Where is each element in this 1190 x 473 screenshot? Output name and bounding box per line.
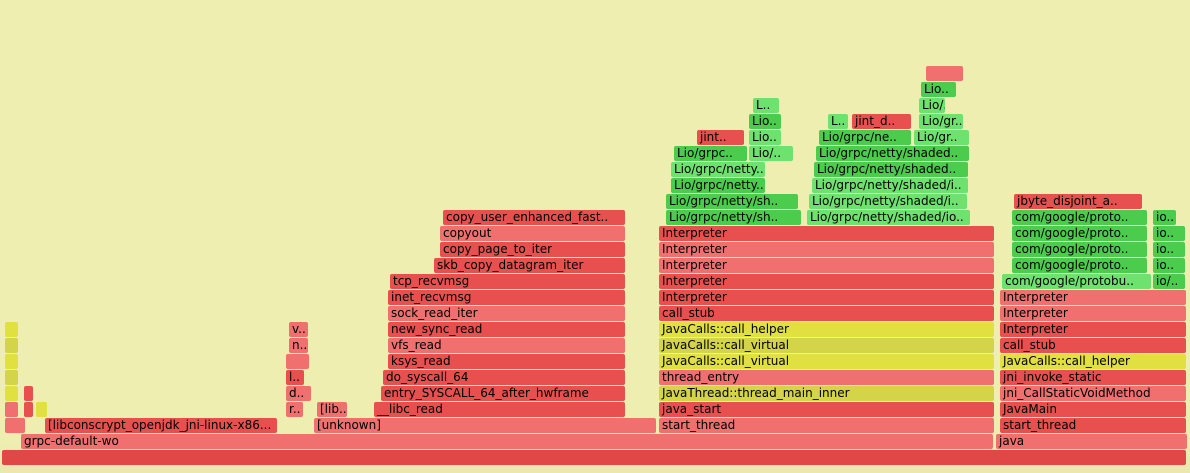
flame-frame[interactable]: Lio/grpc/netty.. [671,162,765,177]
flame-frame[interactable]: r.. [286,402,303,417]
flame-frame[interactable]: [lib.. [317,402,347,417]
flame-frame[interactable] [5,370,18,385]
flame-frame[interactable]: io.. [1153,226,1185,241]
flame-frame[interactable]: Lio/gr.. [919,114,963,129]
flame-frame[interactable]: Interpreter [659,290,994,305]
flame-frame[interactable]: java_start [659,402,994,417]
flame-frame[interactable] [5,338,18,353]
flame-frame[interactable] [5,322,18,337]
flame-frame[interactable] [926,66,963,81]
flame-frame[interactable]: Lio/grpc/netty/shaded.. [814,162,968,177]
flame-frame[interactable]: ksys_read [388,354,625,369]
flame-frame[interactable]: com/google/proto.. [1012,210,1147,225]
flame-frame[interactable]: JavaCalls::call_virtual [659,338,994,353]
flame-frame[interactable] [36,402,47,417]
flame-frame[interactable]: Lio/.. [749,146,793,161]
flame-frame[interactable]: Lio.. [921,82,956,97]
flame-frame[interactable]: Lio/gr.. [914,130,969,145]
flame-frame[interactable]: Interpreter [659,274,994,289]
flame-frame[interactable] [5,354,18,369]
flame-frame[interactable]: l.. [286,370,304,385]
flame-frame[interactable]: __libc_read [374,402,625,417]
flame-frame[interactable]: L.. [828,114,848,129]
flame-frame[interactable]: jint_d.. [852,114,911,129]
flame-frame[interactable]: Interpreter [1000,306,1186,321]
flame-frame[interactable]: JavaCalls::call_helper [659,322,994,337]
flame-frame[interactable]: Lio/grpc/netty/shaded/io.. [807,210,970,225]
flame-frame[interactable]: Lio.. [749,114,781,129]
flame-frame[interactable]: sock_read_iter [388,306,625,321]
flame-frame[interactable]: grpc-default-wo [21,434,993,449]
flame-frame[interactable]: Interpreter [659,242,994,257]
flame-frame[interactable]: io.. [1153,258,1185,273]
flame-frame[interactable]: io/.. [1153,274,1185,289]
flame-frame[interactable]: inet_recvmsg [388,290,625,305]
flame-frame[interactable]: com/google/proto.. [1012,242,1147,257]
flame-frame[interactable]: skb_copy_datagram_iter [434,258,625,273]
flame-frame[interactable]: Interpreter [1000,322,1186,337]
flame-frame[interactable]: Lio.. [749,130,781,145]
flame-frame[interactable]: thread_entry [659,370,994,385]
flame-frame[interactable]: Lio/.. [919,98,945,113]
flame-frame[interactable]: n.. [289,338,308,353]
flame-frame[interactable]: Lio/grpc/netty/sh.. [666,194,798,209]
flame-frame[interactable]: do_syscall_64 [383,370,625,385]
flame-frame[interactable]: io.. [1153,242,1185,257]
flame-frame[interactable]: entry_SYSCALL_64_after_hwframe [381,386,625,401]
flame-frame[interactable] [5,386,18,401]
flame-frame[interactable]: JavaMain [1000,402,1186,417]
flame-frame[interactable]: com/google/proto.. [1012,258,1147,273]
flame-frame[interactable]: io.. [1153,210,1176,225]
flame-frame[interactable] [286,354,309,369]
flame-frame[interactable] [24,402,33,417]
flame-frame[interactable]: Interpreter [659,226,994,241]
flame-frame[interactable]: copy_page_to_iter [440,242,625,257]
flame-frame[interactable] [2,450,1186,465]
flame-frame[interactable]: [unknown] [314,418,656,433]
flame-frame[interactable]: call_stub [659,306,994,321]
flame-frame[interactable]: new_sync_read [388,322,625,337]
flame-frame[interactable]: copyout [440,226,625,241]
flame-frame[interactable]: call_stub [1000,338,1186,353]
flame-frame[interactable]: [libconscrypt_openjdk_jni-linux-x86... [45,418,277,433]
flame-frame[interactable]: JavaCalls::call_helper [1000,354,1186,369]
flame-frame[interactable]: Lio/grpc.. [674,146,747,161]
flame-frame[interactable]: vfs_read [388,338,625,353]
flame-frame[interactable]: com/google/proto.. [1012,226,1147,241]
flame-frame[interactable]: JavaThread::thread_main_inner [659,386,994,401]
flame-frame[interactable]: Interpreter [1000,290,1186,305]
flame-frame[interactable]: Lio/grpc/netty/shaded.. [816,146,969,161]
flame-frame[interactable]: v.. [289,322,308,337]
flame-frame[interactable]: L.. [753,98,779,113]
flame-frame[interactable]: Lio/grpc/netty/shaded/i.. [809,194,967,209]
flame-frame[interactable]: jni_invoke_static [1000,370,1186,385]
flame-frame[interactable]: start_thread [659,418,994,433]
flame-frame[interactable]: com/google/protobu.. [1002,274,1151,289]
flame-frame[interactable]: Interpreter [659,258,994,273]
flame-frame[interactable]: d.. [286,386,311,401]
flame-frame[interactable] [24,386,33,401]
flame-frame[interactable]: Lio/grpc/netty/shaded/i.. [812,178,968,193]
flame-frame[interactable]: tcp_recvmsg [390,274,625,289]
flame-frame[interactable]: java [996,434,1187,449]
flame-frame[interactable] [5,418,25,433]
flame-frame[interactable]: jbyte_disjoint_a.. [1014,194,1142,209]
flame-frame[interactable]: Lio/grpc/netty/sh.. [666,210,801,225]
flame-frame[interactable]: copy_user_enhanced_fast.. [443,210,625,225]
flame-frame[interactable]: start_thread [1000,418,1186,433]
flame-frame[interactable]: JavaCalls::call_virtual [659,354,994,369]
flame-frame[interactable]: Lio/grpc/netty.. [671,178,765,193]
flame-frame[interactable]: jni_CallStaticVoidMethod [1000,386,1186,401]
flame-frame[interactable]: jint.. [697,130,744,145]
flame-frame[interactable]: Lio/grpc/ne.. [819,130,911,145]
flame-frame[interactable] [5,402,18,417]
